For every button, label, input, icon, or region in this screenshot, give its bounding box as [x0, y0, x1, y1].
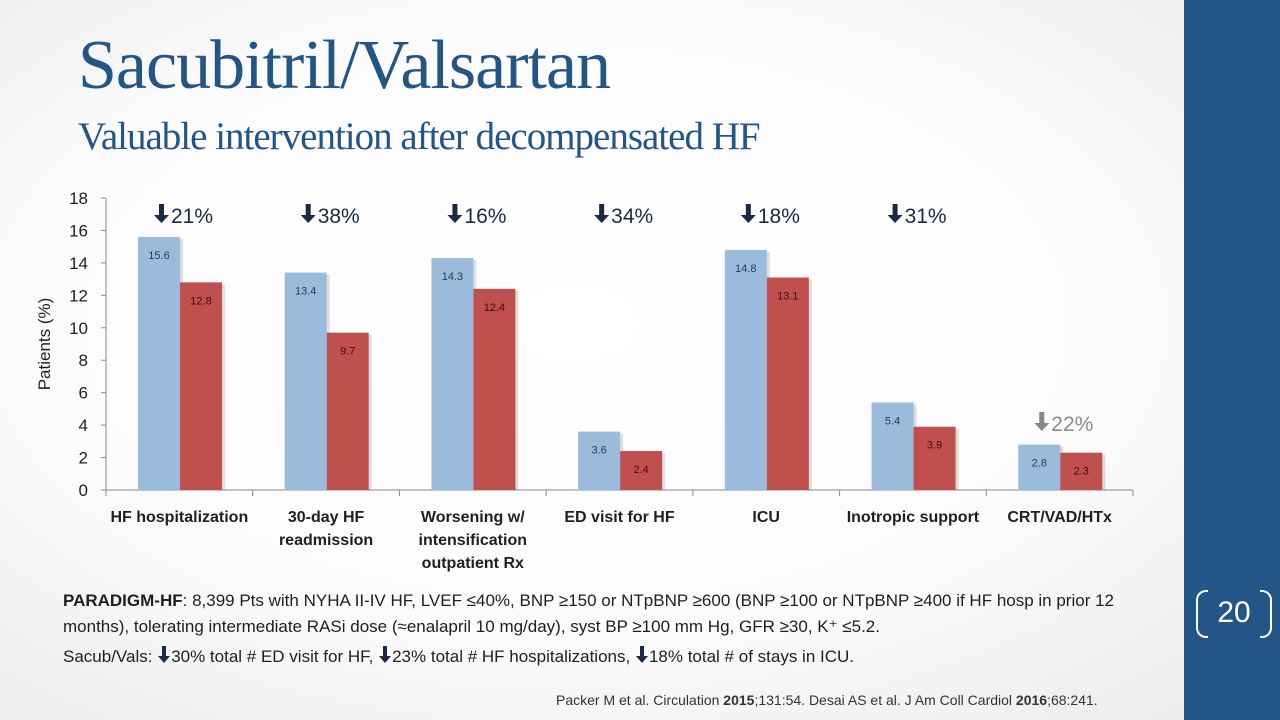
- x-category-label: CRT/VAD/HTx: [1007, 509, 1112, 526]
- summary-item-icu: 18% total # of stays in ICU.: [648, 647, 854, 666]
- bar-value-label: 12.4: [484, 302, 505, 314]
- slide-subtitle: Valuable intervention after decompensate…: [78, 115, 761, 158]
- bar-value-label: 13.4: [295, 286, 316, 298]
- x-category-label: readmission: [279, 532, 373, 549]
- down-arrow-icon: [1034, 412, 1050, 431]
- arrow-shape: [1034, 412, 1050, 431]
- citation-year2: 2016: [1015, 692, 1048, 708]
- down-arrow-icon: [154, 204, 169, 223]
- bar-value-label: 3.6: [591, 445, 606, 457]
- reduction-label: 31%: [905, 205, 947, 228]
- trial-footnote: PARADIGM-HF: 8,399 Pts with NYHA II-IV H…: [63, 588, 1173, 640]
- bar-chart: 0 2 4 6 8 10 12 14 16 18 Patients (%) 15.6 12.8 HF ho…: [35, 189, 1134, 572]
- citation-part1: Packer M et al. Circulation: [556, 692, 724, 708]
- y-tick-label: 10: [69, 319, 88, 338]
- arrow-shape: [300, 204, 316, 223]
- trial-description: : 8,399 Pts with NYHA II-IV HF, LVEF ≤40…: [63, 591, 1114, 636]
- reduction-label: 18%: [758, 205, 800, 228]
- x-category-label: 30-day HF: [288, 509, 365, 526]
- arrow-shape: [154, 204, 169, 223]
- sidebar-accent: [1184, 0, 1280, 720]
- down-arrow-icon: [594, 204, 610, 223]
- bar-blue: [1018, 444, 1061, 490]
- x-category-label: ED visit for HF: [564, 509, 674, 526]
- x-category-label: Inotropic support: [847, 509, 980, 526]
- down-arrow-icon: [447, 204, 463, 223]
- y-tick-label: 2: [79, 449, 88, 468]
- citation: Packer M et al. Circulation 2015;131:54.…: [556, 692, 1098, 708]
- bar-value-label: 2.3: [1074, 466, 1089, 478]
- reduction-label: 16%: [464, 205, 506, 228]
- x-category-label: outpatient Rx: [422, 555, 524, 572]
- down-arrow-icon: [300, 204, 316, 223]
- x-category-label: intensification: [419, 532, 527, 549]
- down-arrow-icon: [740, 204, 756, 223]
- down-arrow-icon: [635, 646, 648, 663]
- y-tick-label: 6: [79, 384, 88, 403]
- bar-blue: [284, 272, 327, 490]
- bar-blue: [578, 431, 621, 490]
- bar-value-label: 2.8: [1032, 458, 1047, 470]
- reduction-label: 34%: [611, 205, 653, 228]
- bar-value-label: 9.7: [340, 346, 355, 358]
- trial-name: PARADIGM-HF: [63, 591, 183, 610]
- bar-value-label: 13.1: [777, 290, 798, 302]
- summary-item-ed: 30% total # ED visit for HF,: [171, 647, 379, 666]
- summary-item-hosp: 23% total # HF hospitalizations,: [392, 647, 635, 666]
- arrow-shape: [740, 204, 756, 223]
- page-number-text: 20: [1217, 596, 1251, 629]
- arrow-shape: [887, 204, 903, 223]
- bar-value-label: 15.6: [148, 250, 169, 262]
- bar-red: [326, 332, 369, 490]
- summary-line: Sacub/Vals: 30% total # ED visit for HF,…: [63, 645, 1173, 669]
- y-tick-label: 18: [69, 189, 88, 208]
- y-tick-label: 16: [69, 221, 88, 240]
- page-number: 20: [1196, 590, 1272, 638]
- citation-part3: ;68:241.: [1047, 692, 1098, 708]
- x-category-label: HF hospitalization: [110, 509, 248, 526]
- bar-value-label: 14.8: [735, 263, 756, 275]
- bar-red: [766, 277, 809, 490]
- bar-red: [913, 426, 956, 490]
- x-category-label: Worsening w/: [421, 509, 525, 526]
- reduction-label: 21%: [171, 205, 213, 228]
- y-tick-label: 14: [69, 254, 88, 273]
- bar-red: [180, 282, 222, 490]
- bar-red: [473, 288, 516, 490]
- y-axis-label: Patients (%): [35, 298, 54, 391]
- bar-value-label: 12.8: [190, 295, 211, 307]
- down-arrow-icon: [379, 646, 392, 663]
- right-bracket: [1260, 590, 1272, 638]
- down-arrow-icon: [158, 646, 171, 663]
- bar-blue: [871, 402, 914, 490]
- citation-part2: ;131:54. Desai AS et al. J Am Coll Cardi…: [754, 692, 1016, 708]
- bar-value-label: 14.3: [442, 271, 463, 283]
- reduction-label: 38%: [318, 205, 360, 228]
- y-tick-label: 0: [79, 481, 88, 500]
- citation-year1: 2015: [723, 692, 755, 708]
- y-tick-label: 4: [79, 416, 88, 435]
- y-tick-label: 8: [79, 351, 88, 370]
- reduction-label: 22%: [1051, 413, 1093, 436]
- bar-blue: [431, 258, 474, 490]
- arrow-shape: [594, 204, 610, 223]
- left-bracket: [1196, 590, 1208, 638]
- bar-red: [620, 451, 663, 490]
- down-arrow-icon: [887, 204, 903, 223]
- summary-prefix: Sacub/Vals:: [63, 647, 158, 666]
- bar-blue: [138, 236, 180, 490]
- bar-value-label: 3.9: [927, 440, 942, 452]
- arrow-shape: [447, 204, 463, 223]
- x-category-label: ICU: [752, 509, 780, 526]
- y-tick-label: 12: [69, 286, 88, 305]
- bar-value-label: 2.4: [633, 464, 648, 476]
- bar-value-label: 5.4: [885, 415, 900, 427]
- slide-title: Sacubitril/Valsartan: [78, 27, 611, 104]
- bar-blue: [724, 249, 767, 490]
- bar-red: [1060, 452, 1103, 490]
